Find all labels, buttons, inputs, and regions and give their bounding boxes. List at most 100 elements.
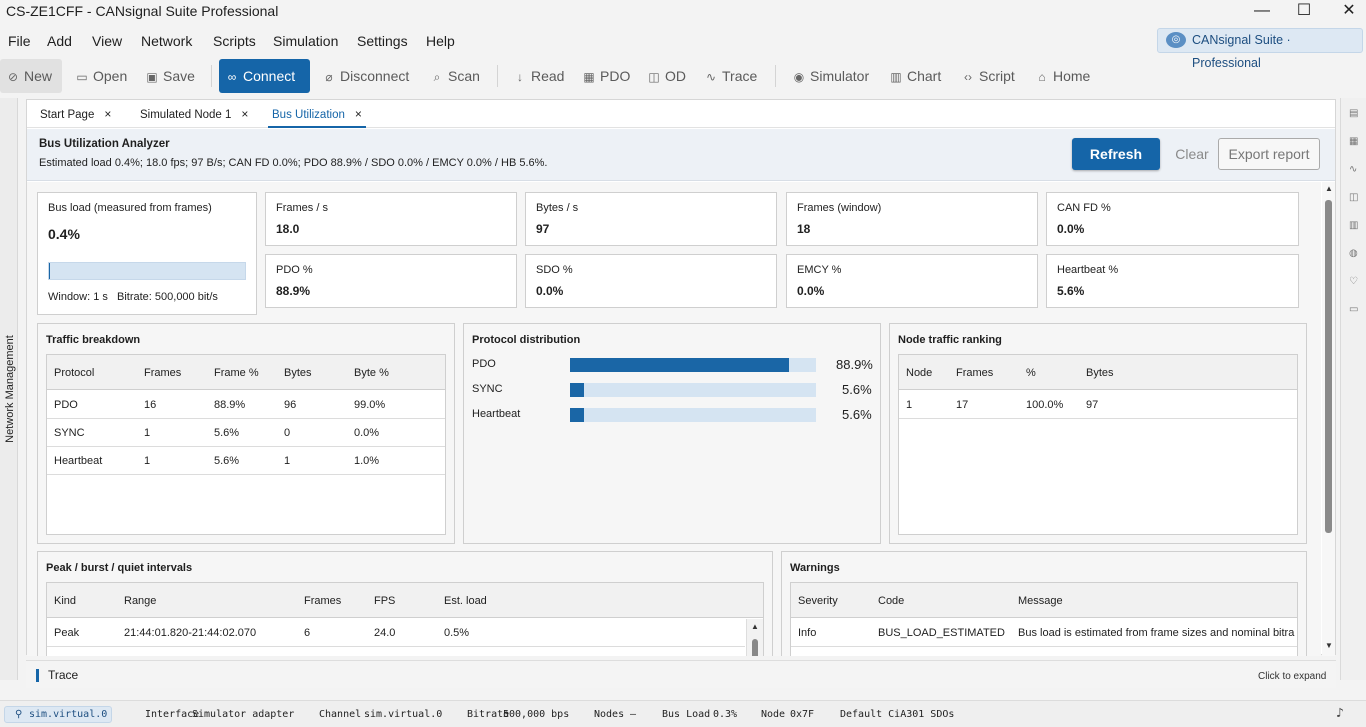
metric-label: Frames / s — [276, 202, 328, 214]
cell: 1.0% — [354, 455, 380, 467]
table-row[interactable]: Info BUS_LOAD_ESTIMATED Bus load is esti… — [791, 619, 1297, 647]
pulse-icon[interactable]: ∿ — [1349, 164, 1358, 175]
new-button[interactable]: ⊘ New — [0, 59, 62, 93]
globe-icon[interactable]: ◍ — [1349, 248, 1358, 259]
chart-button[interactable]: ▥ Chart — [883, 59, 947, 93]
chart-icon[interactable]: ▥ — [1349, 220, 1359, 231]
menu-file[interactable]: File — [8, 33, 31, 49]
panel-title: Node traffic ranking — [898, 334, 1002, 346]
network-management-rail[interactable]: Network Management — [0, 98, 18, 680]
brand-badge[interactable]: ◎ CANsignal Suite · Professional — [1157, 28, 1363, 70]
column-header[interactable]: Kind — [54, 595, 77, 607]
trace-panel-header[interactable]: Trace Click to expand — [26, 660, 1336, 688]
bell-icon[interactable]: ♪ — [1336, 706, 1344, 721]
content-scrollbar[interactable]: ▲ ▼ — [1322, 182, 1335, 656]
close-icon[interactable]: × — [104, 107, 112, 121]
expand-hint[interactable]: Click to expand — [1258, 671, 1327, 682]
cell: Heartbeat — [54, 455, 103, 467]
grid-icon[interactable]: ▦ — [1349, 136, 1359, 147]
column-header[interactable]: Protocol — [54, 367, 95, 379]
menu-add[interactable]: Add — [47, 33, 72, 49]
table-scrollbar[interactable]: ▲ — [746, 619, 763, 656]
traffic-table[interactable]: Protocol Frames Frame % Bytes Byte % PDO… — [46, 354, 446, 535]
column-header[interactable]: Bytes — [1086, 367, 1114, 379]
metric-frames-window: Frames (window) 18 — [786, 192, 1038, 246]
refresh-button[interactable]: Refresh — [1072, 138, 1160, 170]
table-row[interactable]: Heartbeat 1 5.6% 1 1.0% — [47, 447, 445, 475]
table-row[interactable]: Peak 21:44:01.820-21:44:02.070 6 24.0 0.… — [47, 619, 745, 647]
network-management-label: Network Management — [4, 335, 16, 443]
pdo-button[interactable]: ▦ PDO — [576, 59, 636, 93]
close-button[interactable]: ✕ — [1342, 2, 1356, 19]
minimize-button[interactable]: — — [1254, 2, 1270, 19]
column-header[interactable]: Frames — [956, 367, 994, 379]
node-label: Node — [761, 709, 786, 720]
maximize-button[interactable]: ☐ — [1296, 2, 1312, 19]
column-header[interactable]: Range — [124, 595, 157, 607]
scan-button[interactable]: ⌕ Scan — [424, 59, 486, 93]
read-button[interactable]: ↓ Read — [507, 59, 570, 93]
clear-button[interactable]: Clear — [1175, 146, 1209, 162]
distribution-pct: 5.6% — [842, 407, 872, 422]
cell: 0.0% — [354, 427, 380, 439]
trace-button[interactable]: ∿ Trace — [698, 59, 763, 93]
channel-badge[interactable]: ⚲ sim.virtual.0 — [4, 706, 112, 723]
column-header[interactable]: Code — [878, 595, 905, 607]
open-button[interactable]: ▭ Open — [69, 59, 133, 93]
close-icon[interactable]: × — [354, 107, 362, 121]
scroll-down-icon[interactable]: ▼ — [1325, 641, 1333, 650]
menu-simulation[interactable]: Simulation — [273, 33, 339, 49]
scrollbar-thumb[interactable] — [1325, 200, 1332, 533]
busload-label: Bus Load — [662, 709, 711, 720]
heart-icon[interactable]: ♡ — [1349, 276, 1358, 287]
column-header[interactable]: Node — [906, 367, 933, 379]
menu-settings[interactable]: Settings — [357, 33, 408, 49]
column-header[interactable]: Message — [1018, 595, 1063, 607]
menu-network[interactable]: Network — [141, 33, 193, 49]
scroll-up-icon[interactable]: ▲ — [751, 622, 759, 631]
column-header[interactable]: Est. load — [444, 595, 487, 607]
table-row[interactable]: 1 17 100.0% 97 — [899, 391, 1297, 419]
book-icon[interactable]: ◫ — [1349, 192, 1359, 203]
close-icon[interactable]: × — [241, 107, 249, 121]
tab-bus-utilization[interactable]: Bus Utilization × — [268, 100, 366, 128]
menu-help[interactable]: Help — [426, 33, 455, 49]
export-report-button[interactable]: Export report — [1218, 138, 1320, 170]
save-button[interactable]: ▣ Save — [139, 59, 201, 93]
column-header[interactable]: FPS — [374, 595, 396, 607]
toolbar-divider — [775, 65, 776, 87]
table-row[interactable]: SYNC 1 5.6% 0 0.0% — [47, 419, 445, 447]
connect-button[interactable]: ∞ Connect — [219, 59, 310, 93]
ranking-table[interactable]: Node Frames % Bytes 1 17 100.0% 97 — [898, 354, 1298, 535]
nodes-value: – — [630, 709, 637, 720]
script-button[interactable]: ‹› Script — [955, 59, 1021, 93]
column-header[interactable]: Byte % — [354, 367, 389, 379]
metric-frames-per-second: Frames / s 18.0 — [265, 192, 517, 246]
panel-title: Peak / burst / quiet intervals — [46, 562, 193, 574]
globe-icon: ◎ — [1166, 32, 1186, 48]
simulator-button[interactable]: ◉ Simulator — [786, 59, 875, 93]
scroll-up-icon[interactable]: ▲ — [1325, 184, 1333, 193]
column-header[interactable]: Bytes — [284, 367, 312, 379]
menu-view[interactable]: View — [92, 33, 123, 49]
od-button[interactable]: ◫ OD — [641, 59, 692, 93]
column-header[interactable]: Severity — [798, 595, 838, 607]
scrollbar-thumb[interactable] — [752, 639, 758, 656]
tab-simulated-node-1[interactable]: Simulated Node 1 × — [136, 100, 252, 128]
intervals-table[interactable]: Kind Range Frames FPS Est. load Peak 21:… — [46, 582, 764, 656]
column-header[interactable]: Frames — [304, 595, 342, 607]
disconnect-button[interactable]: ⌀ Disconnect — [316, 59, 415, 93]
menu-scripts[interactable]: Scripts — [213, 33, 256, 49]
table-row[interactable]: PDO 16 88.9% 96 99.0% — [47, 391, 445, 419]
cell: 5.6% — [214, 427, 240, 439]
warnings-table[interactable]: Severity Code Message Info BUS_LOAD_ESTI… — [790, 582, 1298, 656]
folder-icon[interactable]: ▭ — [1349, 304, 1359, 315]
script-label: Script — [979, 68, 1015, 84]
tab-start-page[interactable]: Start Page × — [36, 100, 115, 128]
home-button[interactable]: ⌂ Home — [1029, 59, 1096, 93]
column-header[interactable]: Frames — [144, 367, 182, 379]
column-header[interactable]: Frame % — [214, 367, 259, 379]
column-header[interactable]: % — [1026, 367, 1036, 379]
document-icon[interactable]: ▤ — [1349, 108, 1359, 119]
trace-label: Trace — [722, 68, 758, 84]
